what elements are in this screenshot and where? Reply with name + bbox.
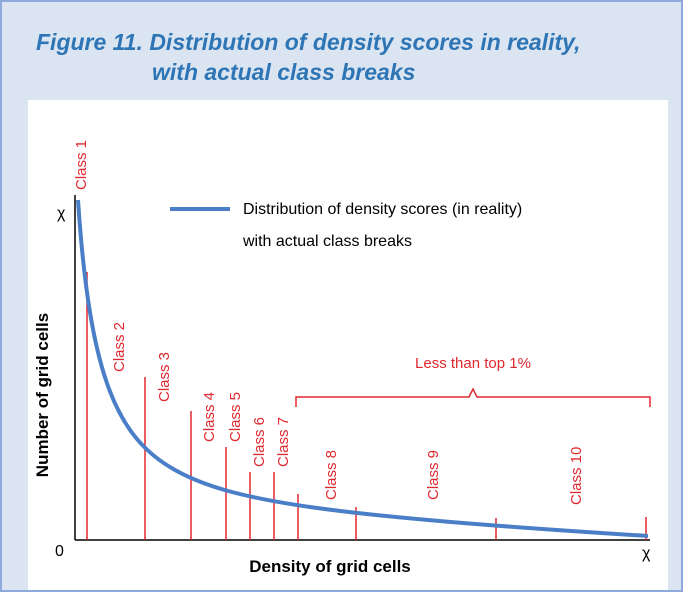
- x-axis-label: Density of grid cells: [249, 557, 411, 576]
- class-label: Class 7: [275, 417, 292, 467]
- y-axis-label: Number of grid cells: [33, 313, 52, 477]
- title-line: Figure 11. Distribution of density score…: [36, 29, 580, 55]
- class-label: Class 2: [111, 322, 128, 372]
- class-label: Class 4: [201, 392, 218, 442]
- y-max-label: χ: [57, 205, 66, 222]
- legend-text: Distribution of density scores (in reali…: [243, 201, 522, 218]
- class-label: Class 3: [156, 352, 173, 402]
- panel: [28, 100, 668, 590]
- class-label: Class 5: [227, 392, 244, 442]
- class-breaks: [86, 272, 647, 540]
- distribution-curve: [76, 199, 649, 538]
- legend-text: with actual class breaks: [242, 233, 412, 250]
- class-label: Class 6: [251, 417, 268, 467]
- class-labels: Class 1 Class 2 Class 3 Class 4 Class 5 Class…: [73, 140, 585, 505]
- class-label: Class 10: [568, 447, 585, 505]
- class-label: Class 1: [73, 140, 90, 190]
- title-line: with actual class breaks: [152, 59, 415, 85]
- bracket: [295, 387, 651, 407]
- origin-label: 0: [55, 543, 64, 560]
- bracket-label: Less than top 1%: [415, 355, 531, 372]
- class-label: Class 8: [323, 450, 340, 500]
- x-max-label: χ: [642, 545, 651, 562]
- class-label: Class 9: [425, 450, 442, 500]
